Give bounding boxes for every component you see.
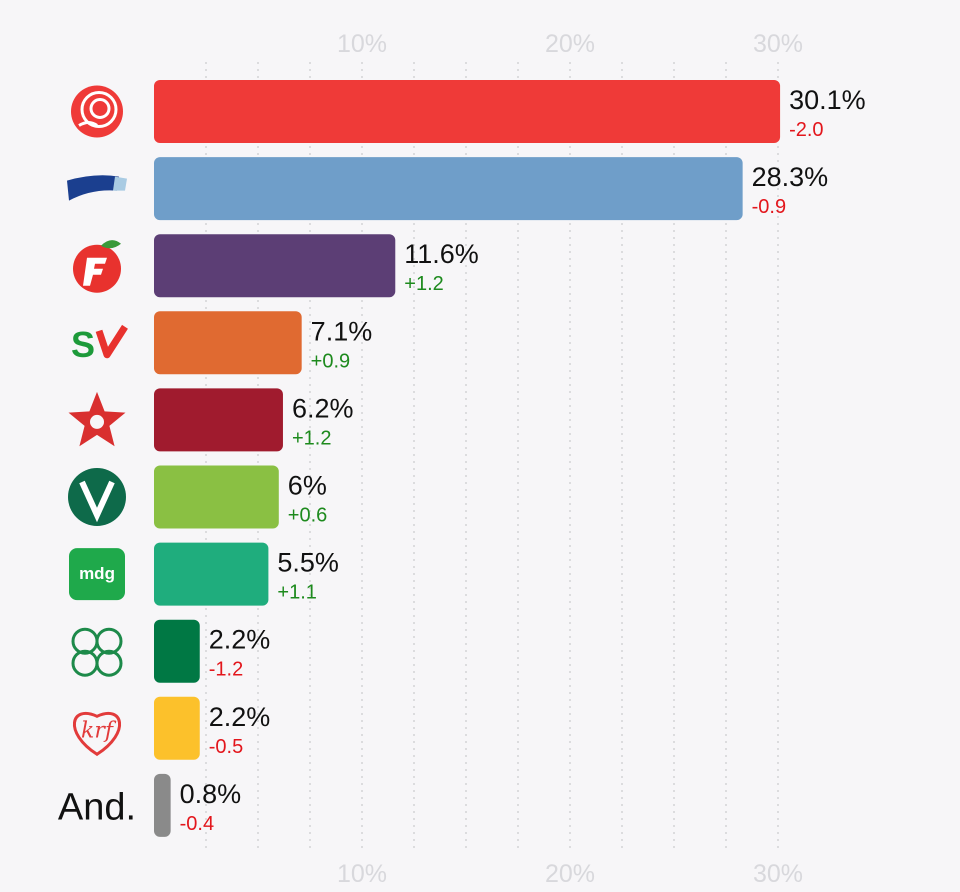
v-logo <box>68 468 126 526</box>
value-label: 28.3% <box>752 162 829 192</box>
bar <box>154 465 279 529</box>
clover-logo <box>71 627 123 677</box>
value-labels: 30.1% -2.0 28.3% -0.9 11.6% +1.2 7.1% +0.9 6.2% +… <box>180 85 866 835</box>
bar <box>154 542 269 606</box>
bar <box>154 234 396 298</box>
tick-label: 20% <box>545 30 595 58</box>
value-label: 30.1% <box>789 85 866 115</box>
bar <box>154 157 743 221</box>
value-label: 2.2% <box>209 702 271 732</box>
krf-logo: krf <box>73 712 121 757</box>
change-label: +0.6 <box>288 505 327 527</box>
change-label: -0.4 <box>180 813 214 835</box>
change-label: +1.1 <box>277 582 316 604</box>
tick-label: 10% <box>337 30 387 58</box>
change-label: -0.9 <box>752 196 786 218</box>
bars <box>154 80 781 837</box>
value-label: 2.2% <box>209 625 271 655</box>
bar <box>154 696 200 760</box>
value-label: 5.5% <box>277 548 339 578</box>
tick-label: 20% <box>545 860 595 888</box>
axis-ticks: 10% 10% 20% 20% 30% 30% <box>337 30 803 888</box>
change-label: +1.2 <box>404 273 443 295</box>
rose-logo <box>71 85 123 138</box>
value-label: 6% <box>288 471 327 501</box>
svg-text:S: S <box>71 324 95 365</box>
change-label: -0.5 <box>209 736 243 758</box>
mdg-logo: mdg <box>69 548 125 601</box>
change-label: +0.9 <box>311 350 350 372</box>
change-label: -1.2 <box>209 659 243 681</box>
bar <box>154 388 283 452</box>
svg-text:mdg: mdg <box>79 564 115 583</box>
bar <box>154 773 171 837</box>
value-label: 11.6% <box>404 239 479 269</box>
tick-label: 30% <box>753 30 803 58</box>
change-label: +1.2 <box>292 427 331 449</box>
sv-logo: S <box>71 324 128 365</box>
value-label: 6.2% <box>292 393 354 423</box>
bar <box>154 619 200 683</box>
apple-logo <box>73 240 121 293</box>
bar <box>154 80 781 143</box>
value-label: 0.8% <box>180 779 242 809</box>
grid-lines <box>205 62 779 852</box>
bar <box>154 311 302 375</box>
change-label: -2.0 <box>789 119 823 141</box>
tick-label: 10% <box>337 860 387 888</box>
other-label: And. <box>58 786 136 828</box>
tick-label: 30% <box>753 860 803 888</box>
flag-logo <box>67 175 127 201</box>
svg-text:krf: krf <box>81 718 117 743</box>
value-label: 7.1% <box>311 316 373 346</box>
star-logo <box>68 391 126 447</box>
